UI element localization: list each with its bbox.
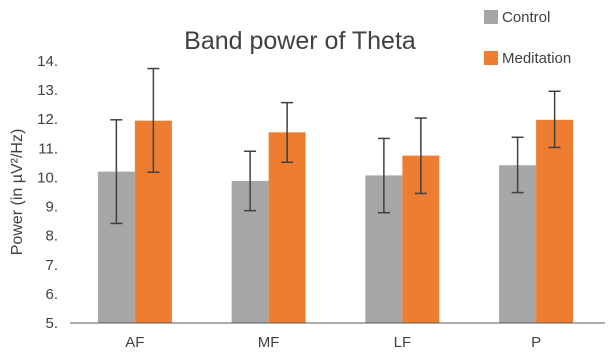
y-tick-label: 8. xyxy=(45,228,58,245)
y-tick-label: 13. xyxy=(37,82,58,99)
y-tick-label: 6. xyxy=(45,286,58,303)
bar-meditation-p xyxy=(536,119,574,323)
x-axis-categories: AF MF LF P xyxy=(125,334,541,351)
legend-label-control: Control xyxy=(502,9,550,26)
bar-meditation-mf xyxy=(268,132,306,323)
legend-swatch-meditation xyxy=(484,51,498,65)
legend-label-meditation: Meditation xyxy=(502,50,571,67)
y-axis-label: Power (in µV²/Hz) xyxy=(9,129,26,256)
x-category-label: LF xyxy=(394,334,412,351)
y-tick-label: 7. xyxy=(45,257,58,274)
error-bars xyxy=(110,67,561,225)
chart-title: Band power of Theta xyxy=(184,27,416,55)
y-tick-label: 9. xyxy=(45,199,58,216)
x-category-label: P xyxy=(531,334,541,351)
x-category-label: AF xyxy=(125,334,144,351)
x-category-label: MF xyxy=(258,334,280,351)
y-axis-ticks: 5. 6. 7. 8. 9. 10. 11. 12. 13. 14. xyxy=(37,53,58,332)
bar-series xyxy=(97,119,574,323)
legend-swatch-control xyxy=(484,10,498,24)
y-tick-label: 11. xyxy=(38,140,58,157)
y-tick-label: 14. xyxy=(37,53,58,70)
y-tick-label: 5. xyxy=(45,315,58,332)
y-tick-label: 10. xyxy=(37,169,58,186)
y-tick-label: 12. xyxy=(37,111,58,128)
